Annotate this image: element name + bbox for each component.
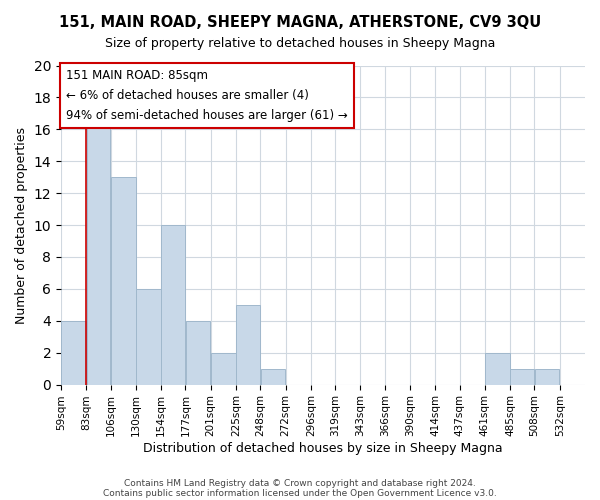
Bar <box>260 368 286 384</box>
Text: 151, MAIN ROAD, SHEEPY MAGNA, ATHERSTONE, CV9 3QU: 151, MAIN ROAD, SHEEPY MAGNA, ATHERSTONE… <box>59 15 541 30</box>
Bar <box>161 225 185 384</box>
Text: Contains HM Land Registry data © Crown copyright and database right 2024.: Contains HM Land Registry data © Crown c… <box>124 478 476 488</box>
Bar <box>211 352 236 384</box>
Bar <box>61 321 86 384</box>
Y-axis label: Number of detached properties: Number of detached properties <box>15 126 28 324</box>
Bar <box>535 368 559 384</box>
Bar <box>136 289 161 384</box>
Bar <box>185 321 211 384</box>
Text: Size of property relative to detached houses in Sheepy Magna: Size of property relative to detached ho… <box>105 38 495 51</box>
X-axis label: Distribution of detached houses by size in Sheepy Magna: Distribution of detached houses by size … <box>143 442 503 455</box>
Bar <box>236 305 260 384</box>
Bar <box>86 82 110 384</box>
Bar <box>511 368 534 384</box>
Text: 151 MAIN ROAD: 85sqm
← 6% of detached houses are smaller (4)
94% of semi-detache: 151 MAIN ROAD: 85sqm ← 6% of detached ho… <box>66 68 348 122</box>
Text: Contains public sector information licensed under the Open Government Licence v3: Contains public sector information licen… <box>103 488 497 498</box>
Bar <box>111 177 136 384</box>
Bar <box>485 352 510 384</box>
